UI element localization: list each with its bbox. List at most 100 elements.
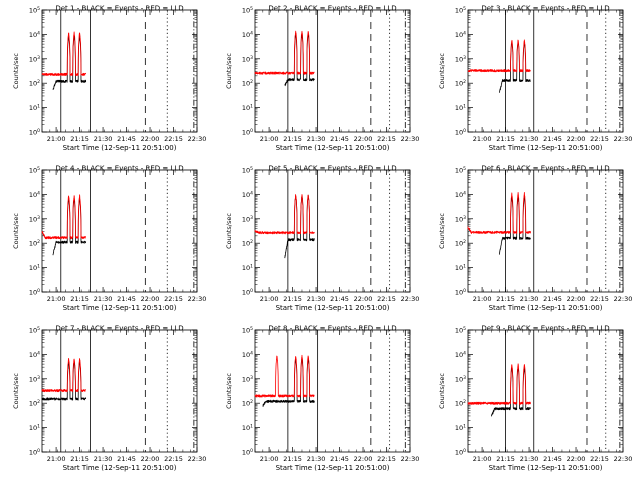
y-tick-label: 100 (242, 288, 253, 297)
x-tick-label: 21:30 (520, 135, 539, 143)
series-line-lld (41, 194, 87, 240)
x-tick-label: 21:30 (94, 455, 113, 463)
x-tick-label: 22:00 (141, 455, 160, 463)
detector-panel-9: 100 101 102 103 104 105 21:00 21:15 21:30 21:45 22… (426, 320, 639, 480)
y-tick-label: 101 (29, 264, 40, 273)
x-tick-label: 22:00 (354, 295, 373, 303)
x-tick-label: 21:00 (473, 455, 492, 463)
x-tick-label: 21:00 (260, 455, 279, 463)
y-tick-label: 103 (455, 55, 466, 64)
x-axis-label: Start Time (12-Sep-11 20:51:00) (276, 464, 390, 472)
x-tick-label: 22:00 (354, 135, 373, 143)
x-tick-label: 22:15 (377, 135, 396, 143)
x-tick-label: 22:00 (567, 455, 586, 463)
y-tick-label: 102 (29, 399, 40, 408)
y-axis-label: Counts/sec (12, 373, 20, 409)
x-tick-label: 21:00 (260, 135, 279, 143)
series-line-lld (467, 39, 531, 73)
x-tick-label: 22:30 (614, 295, 633, 303)
x-tick-label: 22:15 (590, 455, 609, 463)
x-tick-label: 21:00 (47, 295, 66, 303)
y-tick-label: 101 (242, 104, 253, 113)
y-tick-label: 105 (242, 6, 253, 15)
y-tick-label: 104 (455, 30, 466, 39)
detector-chart-8: 100 101 102 103 104 105 21:00 21:15 21:30 21:45 22… (225, 325, 419, 473)
y-tick-label: 102 (29, 239, 40, 248)
y-tick-label: 103 (242, 375, 253, 384)
y-tick-label: 104 (242, 30, 253, 39)
x-tick-label: 21:30 (94, 295, 113, 303)
detector-chart-5: 100 101 102 103 104 105 21:00 21:15 21:30 21:45 22… (225, 165, 420, 313)
x-tick-label: 21:45 (330, 455, 349, 463)
x-tick-label: 22:15 (590, 135, 609, 143)
panel-title: Det 5 - BLACK = Events - RED = LLD (268, 165, 396, 173)
detector-panel-5: 100 101 102 103 104 105 21:00 21:15 21:30 21:45 22… (213, 160, 426, 320)
panel-title: Det 4 - BLACK = Events - RED = LLD (55, 165, 183, 173)
x-tick-label: 21:15 (283, 135, 302, 143)
y-tick-label: 101 (455, 264, 466, 273)
detector-chart-2: 100 101 102 103 104 105 21:00 21:15 21:30 21:45 22… (225, 5, 419, 153)
x-tick-label: 21:15 (496, 455, 515, 463)
series-line-lld (41, 31, 87, 77)
y-tick-label: 102 (455, 239, 466, 248)
x-axis-label: Start Time (12-Sep-11 20:51:00) (276, 304, 390, 312)
panel-title: Det 6 - BLACK = Events - RED = LLD (481, 165, 609, 173)
y-tick-label: 100 (29, 288, 40, 297)
y-tick-label: 105 (29, 326, 40, 335)
x-tick-label: 21:00 (47, 135, 66, 143)
x-tick-label: 21:15 (70, 135, 89, 143)
x-tick-label: 22:15 (164, 455, 183, 463)
panel-title: Det 3 - BLACK = Events - RED = LLD (481, 5, 609, 13)
x-tick-label: 22:30 (401, 295, 420, 303)
y-tick-label: 101 (29, 104, 40, 113)
y-tick-label: 104 (29, 350, 40, 359)
y-tick-label: 101 (29, 424, 40, 433)
series-line-lld (254, 194, 315, 235)
y-tick-label: 103 (455, 375, 466, 384)
y-tick-label: 103 (29, 215, 40, 224)
series-line-lld (41, 358, 86, 393)
y-tick-label: 105 (455, 6, 466, 15)
y-tick-label: 100 (455, 448, 466, 457)
plot-frame (41, 169, 198, 293)
x-tick-label: 22:00 (141, 135, 160, 143)
plot-frame (254, 9, 411, 133)
y-tick-label: 103 (455, 215, 466, 224)
y-tick-label: 104 (29, 30, 40, 39)
plot-frame (467, 329, 624, 453)
x-tick-label: 22:00 (567, 295, 586, 303)
x-tick-label: 21:15 (283, 295, 302, 303)
y-tick-label: 103 (242, 215, 253, 224)
x-tick-label: 22:00 (354, 455, 373, 463)
x-tick-label: 22:30 (188, 135, 207, 143)
x-tick-label: 21:00 (47, 455, 66, 463)
detector-panel-4: 100 101 102 103 104 105 21:00 21:15 21:30 21:45 22… (0, 160, 213, 320)
y-tick-label: 102 (455, 399, 466, 408)
plot-frame (41, 9, 198, 133)
series-line-lld (254, 30, 315, 75)
panel-title: Det 2 - BLACK = Events - RED = LLD (268, 5, 396, 13)
y-axis-label: Counts/sec (438, 53, 446, 89)
x-tick-label: 22:15 (164, 295, 183, 303)
plot-frame (467, 169, 624, 293)
x-tick-label: 21:45 (117, 135, 136, 143)
x-tick-label: 22:30 (614, 135, 633, 143)
y-tick-label: 101 (242, 424, 253, 433)
series-line-lld (254, 354, 315, 398)
detector-chart-4: 100 101 102 103 104 105 21:00 21:15 21:30 21:45 22… (12, 165, 207, 313)
x-tick-label: 21:45 (543, 135, 562, 143)
y-tick-label: 101 (455, 424, 466, 433)
x-tick-label: 22:00 (141, 295, 160, 303)
series-line-lld (467, 191, 531, 234)
x-axis-label: Start Time (12-Sep-11 20:51:00) (63, 304, 177, 312)
y-tick-label: 105 (242, 166, 253, 175)
x-tick-label: 21:15 (283, 455, 302, 463)
x-tick-label: 22:30 (188, 295, 207, 303)
y-axis-label: Counts/sec (438, 213, 446, 249)
detector-chart-9: 100 101 102 103 104 105 21:00 21:15 21:30 21:45 22… (438, 325, 632, 473)
y-tick-label: 103 (29, 55, 40, 64)
y-tick-label: 105 (455, 326, 466, 335)
panel-title: Det 7 - BLACK = Events - RED = LLD (55, 325, 183, 333)
x-tick-label: 22:15 (164, 135, 183, 143)
